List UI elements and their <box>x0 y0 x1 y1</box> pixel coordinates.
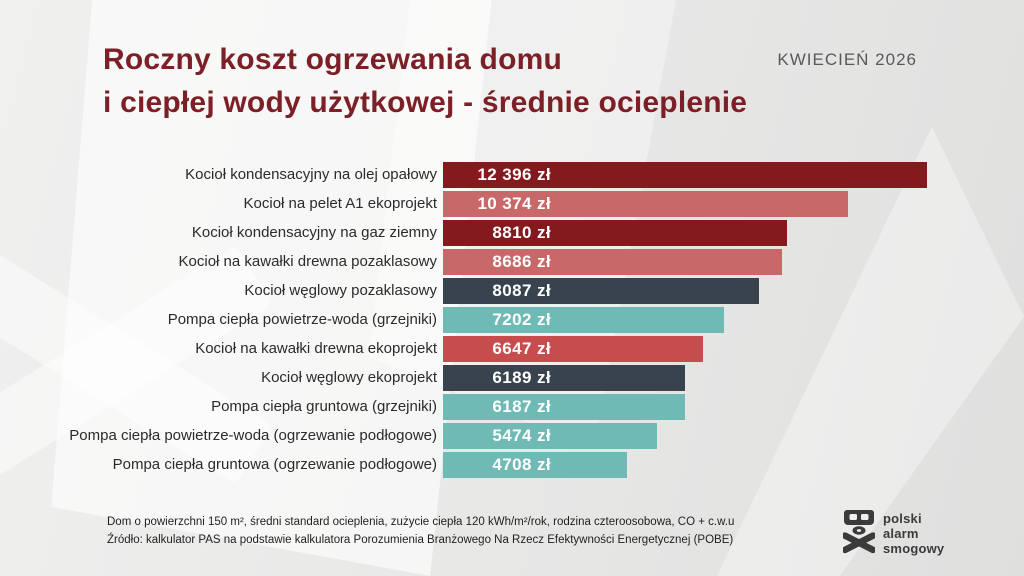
bar: 8686 zł <box>443 249 782 275</box>
bar: 5474 zł <box>443 423 657 449</box>
bar: 8087 zł <box>443 278 759 304</box>
logo-text-line3: smogowy <box>883 541 945 556</box>
skull-gas-mask-crossbones-icon <box>843 510 875 554</box>
footnote-line2: Źródło: kalkulator PAS na podstawie kalk… <box>107 534 734 546</box>
chart-row: Kocioł węglowy pozaklasowy 8087 zł <box>0 278 1024 304</box>
footnote-line1: Dom o powierzchni 150 m², średni standar… <box>107 516 735 528</box>
bar-category-label: Pompa ciepła powietrze-woda (grzejniki) <box>167 311 437 328</box>
chart-row: Pompa ciepła gruntowa (grzejniki) 6187 zł <box>0 394 1024 420</box>
bar: 6189 zł <box>443 365 685 391</box>
chart-row: Pompa ciepła powietrze-woda (ogrzewanie … <box>0 423 1024 449</box>
logo-text-line1: polski <box>883 511 922 526</box>
chart-row: Kocioł węglowy ekoprojekt 6189 zł <box>0 365 1024 391</box>
bar-value-label: 8087 zł <box>492 281 551 300</box>
bar: 6187 zł <box>443 394 685 420</box>
bar-category-label: Pompa ciepła powietrze-woda (ogrzewanie … <box>69 427 437 444</box>
chart-row: Kocioł kondensacyjny na olej opałowy 12 3… <box>0 162 1024 188</box>
bar: 4708 zł <box>443 452 627 478</box>
bar-category-label: Kocioł kondensacyjny na gaz ziemny <box>191 224 437 241</box>
bar: 6647 zł <box>443 336 703 362</box>
bar-category-label: Kocioł na kawałki drewna ekoprojekt <box>195 340 437 357</box>
bar-value-label: 12 396 zł <box>477 165 551 184</box>
bar-value-label: 8686 zł <box>492 252 551 271</box>
bar: 10 374 zł <box>443 191 848 217</box>
logo-text-line2: alarm <box>883 526 919 541</box>
bar: 7202 zł <box>443 307 724 333</box>
footnote: Dom o powierzchni 150 m², średni standar… <box>107 513 827 549</box>
bar-category-label: Kocioł kondensacyjny na olej opałowy <box>185 166 437 183</box>
chart-row: Pompa ciepła gruntowa (ogrzewanie podłog… <box>0 452 1024 478</box>
chart-row: Kocioł na kawałki drewna pozaklasowy 8686… <box>0 249 1024 275</box>
page-title: Roczny koszt ogrzewania domu i ciepłej w… <box>103 38 863 124</box>
logo-text: polski alarm smogowy <box>883 511 944 556</box>
bar-value-label: 8810 zł <box>492 223 551 242</box>
bar-value-label: 4708 zł <box>492 455 551 474</box>
bar-value-label: 6189 zł <box>492 368 551 387</box>
chart-row: Kocioł kondensacyjny na gaz ziemny 8810 z… <box>0 220 1024 246</box>
chart-row: Kocioł na kawałki drewna ekoprojekt 6647 … <box>0 336 1024 362</box>
bar-category-label: Kocioł węglowy pozaklasowy <box>244 282 437 299</box>
bar-category-label: Kocioł na kawałki drewna pozaklasowy <box>178 253 437 270</box>
page-title-line1: Roczny koszt ogrzewania domu <box>103 43 562 76</box>
bar-category-label: Pompa ciepła gruntowa (grzejniki) <box>211 398 437 415</box>
polski-alarm-smogowy-logo: polski alarm smogowy <box>843 507 1013 565</box>
bar-value-label: 6187 zł <box>492 397 551 416</box>
chart-row: Kocioł na pelet A1 ekoprojekt 10 374 zł <box>0 191 1024 217</box>
page-title-line2: i ciepłej wody użytkowej - średnie ociep… <box>103 86 748 119</box>
bar-value-label: 6647 zł <box>492 339 551 358</box>
date-label: KWIECIEŃ 2026 <box>777 50 917 69</box>
bar-value-label: 5474 zł <box>492 426 551 445</box>
chart-row: Pompa ciepła powietrze-woda (grzejniki) 7… <box>0 307 1024 333</box>
bar-category-label: Kocioł na pelet A1 ekoprojekt <box>243 195 437 212</box>
bar-value-label: 10 374 zł <box>477 194 551 213</box>
bar-category-label: Kocioł węglowy ekoprojekt <box>261 369 437 386</box>
bar: 8810 zł <box>443 220 787 246</box>
bar-value-label: 7202 zł <box>492 310 551 329</box>
bar-category-label: Pompa ciepła gruntowa (ogrzewanie podłog… <box>112 456 437 473</box>
bar: 12 396 zł <box>443 162 927 188</box>
